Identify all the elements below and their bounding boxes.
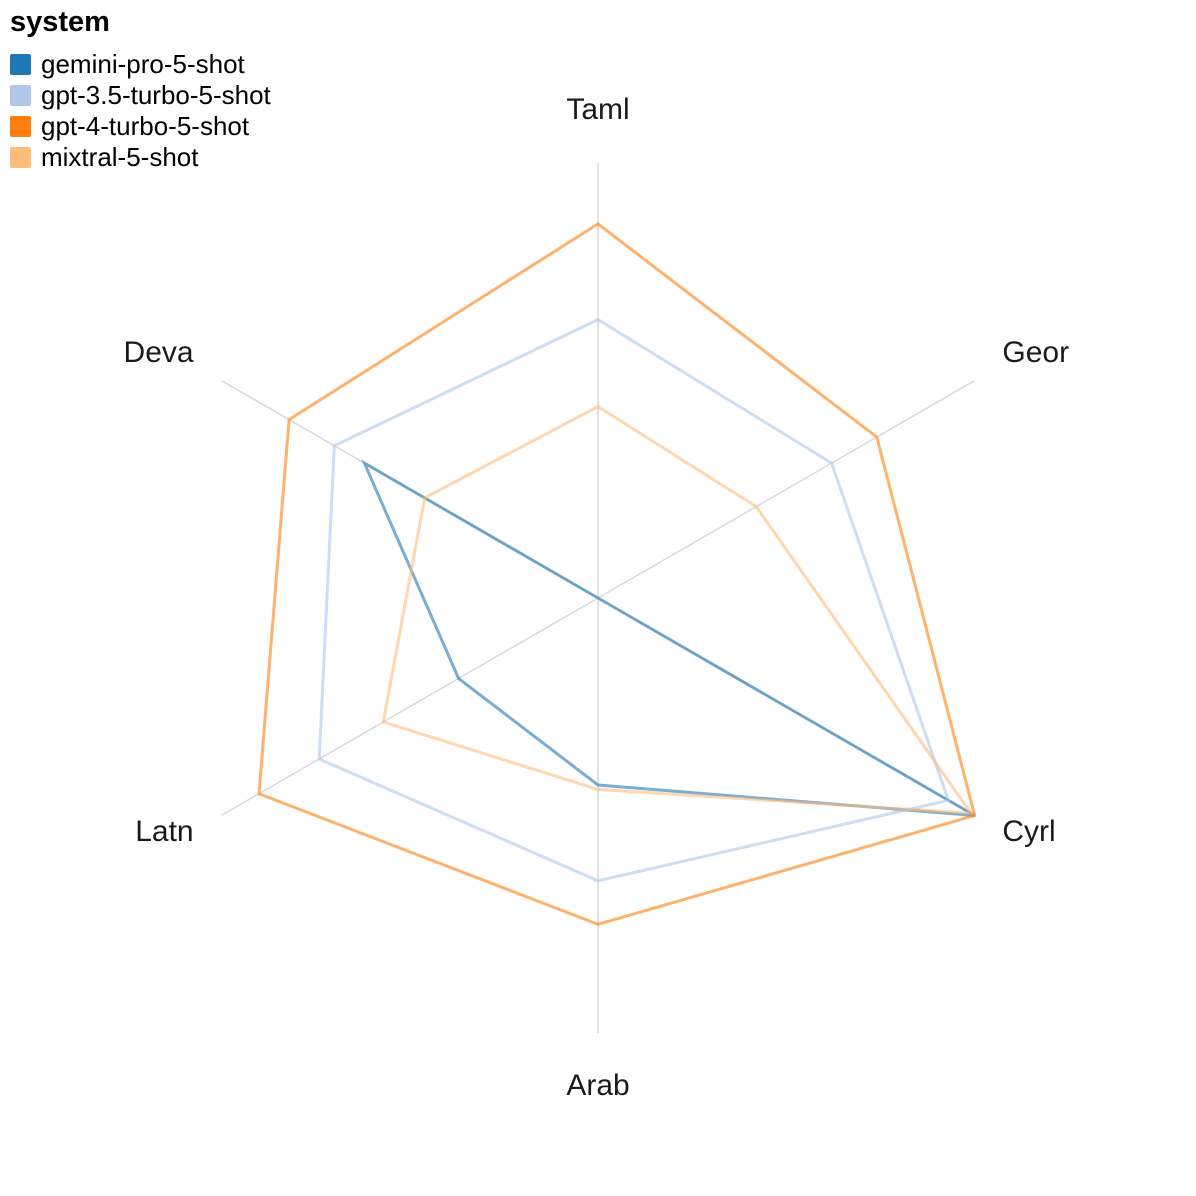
legend-label: gpt-4-turbo-5-shot: [41, 111, 250, 141]
legend-swatch: [10, 116, 31, 137]
legend-label: gemini-pro-5-shot: [41, 49, 245, 79]
radar-axis-latn: [220, 597, 599, 817]
radar-series-gemini-pro-5-shot: [361, 459, 976, 817]
radar-series-gpt-3.5-turbo-5-shot: [317, 317, 951, 883]
radar-axis-geor: [597, 379, 976, 599]
legend: system gemini-pro-5-shot gpt-3.5-turbo-5…: [10, 6, 271, 173]
legend-label: gpt-3.5-turbo-5-shot: [41, 80, 271, 110]
radar-series-mixtral-5-shot: [381, 404, 975, 815]
legend-swatch: [10, 147, 31, 168]
legend-swatch: [10, 54, 31, 75]
axis-label-arab: Arab: [566, 1069, 629, 1102]
axis-label-cyrl: Cyrl: [1002, 815, 1055, 848]
axis-label-taml: Taml: [566, 93, 629, 126]
legend-swatch: [10, 85, 31, 106]
legend-item: mixtral-5-shot: [10, 142, 271, 173]
legend-title: system: [10, 6, 110, 38]
axis-label-geor: Geor: [1002, 336, 1069, 369]
axis-label-latn: Latn: [135, 815, 193, 848]
legend-item: gemini-pro-5-shot: [10, 49, 271, 80]
legend-item: gpt-3.5-turbo-5-shot: [10, 80, 271, 111]
legend-item: gpt-4-turbo-5-shot: [10, 111, 271, 142]
legend-label: mixtral-5-shot: [41, 142, 199, 172]
axis-label-deva: Deva: [124, 336, 194, 369]
radar-series-gpt-4-turbo-5-shot: [257, 222, 977, 926]
